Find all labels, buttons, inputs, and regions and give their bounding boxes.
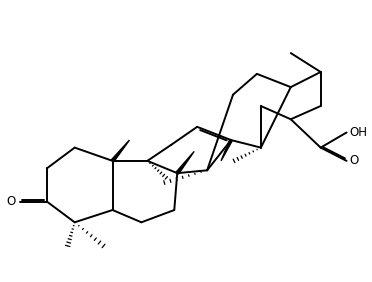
Text: O: O xyxy=(349,154,359,167)
Text: OH: OH xyxy=(349,126,367,139)
Polygon shape xyxy=(176,151,194,174)
Polygon shape xyxy=(221,140,232,161)
Text: O: O xyxy=(7,195,16,208)
Polygon shape xyxy=(111,140,129,162)
